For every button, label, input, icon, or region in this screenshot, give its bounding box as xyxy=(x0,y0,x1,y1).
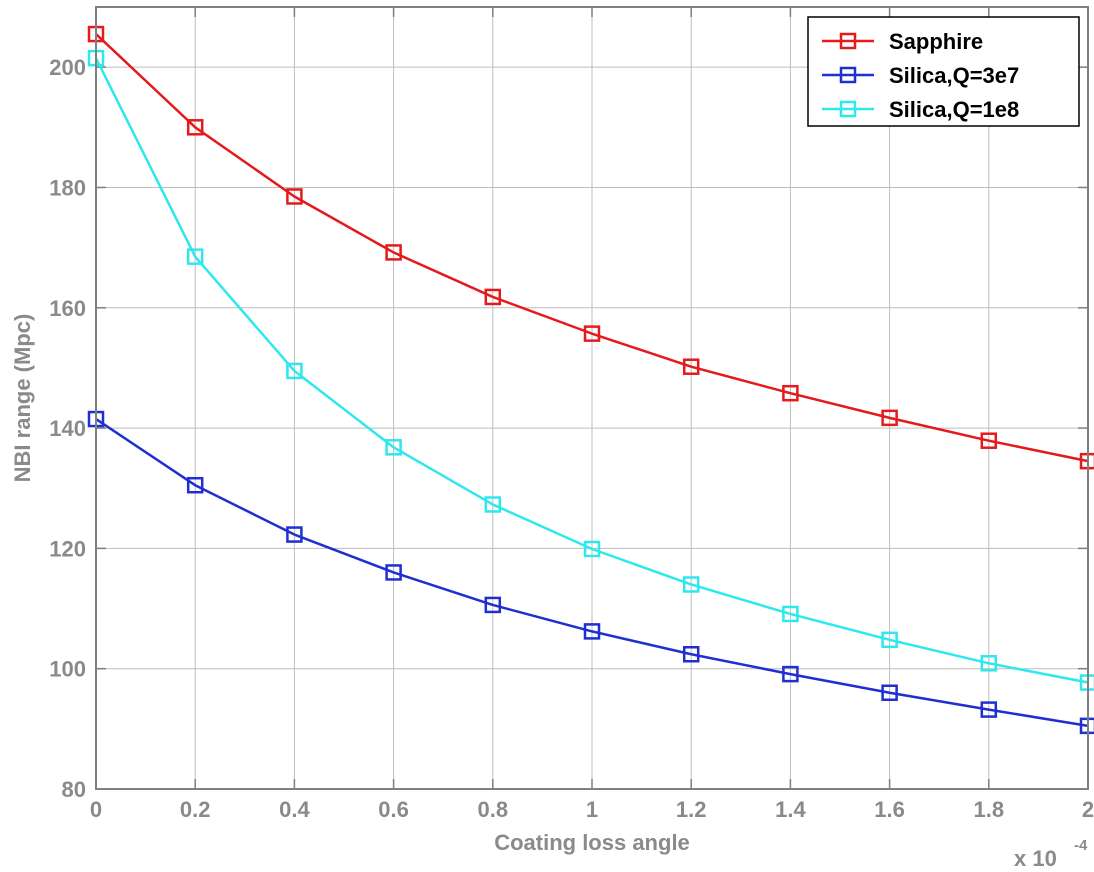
data-point xyxy=(583,325,601,342)
data-point xyxy=(186,476,204,494)
legend-marker xyxy=(839,66,857,84)
y-tick-label: 120 xyxy=(49,536,86,561)
legend-marker xyxy=(839,100,857,118)
legend-label: Sapphire xyxy=(889,29,983,54)
series-line xyxy=(94,57,1089,684)
x-tick-label: 0.8 xyxy=(478,797,509,822)
data-point xyxy=(385,439,402,456)
data-point xyxy=(682,576,700,593)
legend-entry: Sapphire xyxy=(822,29,983,54)
data-point xyxy=(782,605,799,623)
plot-frame xyxy=(95,6,1089,790)
y-tick-label: 80 xyxy=(62,777,86,802)
tick-labels: 0 0.2 0.4 0.6 0.8 1 1.2 1.4 1.6 1.8 2 80 100 120 140 16… xyxy=(49,55,1094,822)
series-line xyxy=(95,33,1089,463)
data-point xyxy=(286,188,303,205)
y-tick-label: 200 xyxy=(49,55,86,80)
x-tick-label: 1.8 xyxy=(974,797,1005,822)
data-point xyxy=(980,701,998,718)
y-tick-label: 180 xyxy=(49,175,86,200)
x-exponent-power: -4 xyxy=(1074,837,1088,854)
data-point xyxy=(385,244,402,261)
x-tick-label: 0.4 xyxy=(279,797,310,822)
data-point xyxy=(682,358,700,375)
x-tick-label: 1 xyxy=(586,797,598,822)
series-line xyxy=(95,418,1089,728)
legend-entry: Silica,Q=1e8 xyxy=(822,97,1019,122)
x-tick-label: 1.6 xyxy=(874,797,905,822)
y-tick-label: 160 xyxy=(49,296,86,321)
data-point xyxy=(186,119,204,136)
data-point xyxy=(484,288,502,306)
x-tick-label: 1.4 xyxy=(775,797,806,822)
data-point xyxy=(980,432,998,449)
data-point xyxy=(286,526,303,543)
legend-entry: Silica,Q=3e7 xyxy=(822,63,1019,88)
data-point xyxy=(782,665,799,683)
data-point xyxy=(782,384,799,402)
legend-label: Silica,Q=1e8 xyxy=(889,97,1019,122)
series-silica-q-1e8 xyxy=(87,49,1094,691)
legend-marker xyxy=(839,32,857,50)
data-point xyxy=(980,655,998,672)
data-point xyxy=(583,540,601,558)
y-axis-label: NBI range (Mpc) xyxy=(10,314,35,483)
data-point xyxy=(484,596,502,614)
x-tick-label: 0 xyxy=(90,797,102,822)
x-exponent-label: x 10 xyxy=(1014,846,1057,871)
data-point xyxy=(484,496,502,513)
x-tick-label: 2 xyxy=(1082,797,1094,822)
y-tick-label: 140 xyxy=(49,416,86,441)
legend-label: Silica,Q=3e7 xyxy=(889,63,1019,88)
data-point xyxy=(881,409,898,427)
data-point xyxy=(583,623,601,640)
data-point xyxy=(881,631,898,649)
x-axis-label: Coating loss angle xyxy=(494,830,690,855)
legend: Sapphire Silica,Q=3e7 Silica,Q=1e8 xyxy=(807,16,1080,127)
x-tick-label: 0.6 xyxy=(378,797,409,822)
x-tick-label: 0.2 xyxy=(180,797,211,822)
x-tick-label: 1.2 xyxy=(676,797,707,822)
data-point xyxy=(385,564,402,581)
data-point xyxy=(881,684,898,702)
series-silica-q-3e7 xyxy=(87,410,1094,735)
data-point xyxy=(682,646,700,663)
data-point xyxy=(286,362,303,380)
data-point xyxy=(186,248,204,265)
series-layer xyxy=(87,25,1094,735)
y-tick-label: 100 xyxy=(49,657,86,682)
